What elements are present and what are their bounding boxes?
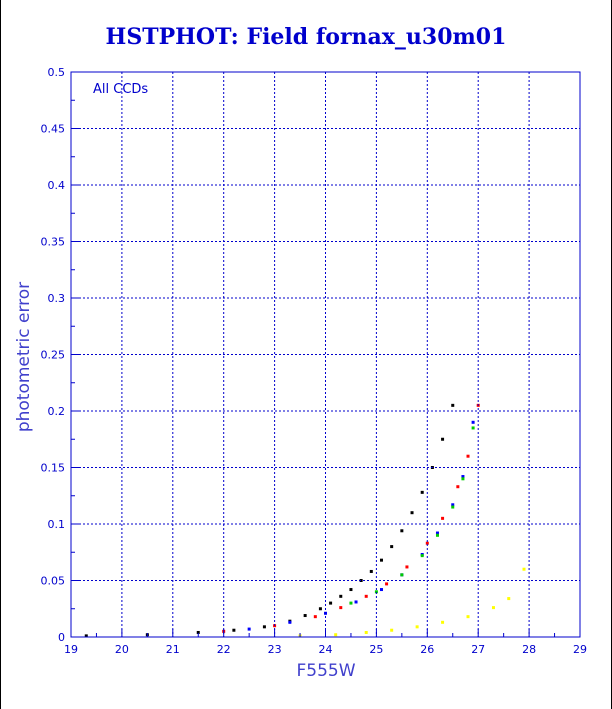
chart-title: HSTPHOT: Field fornax_u30m01 xyxy=(105,24,507,50)
data-point xyxy=(405,565,409,569)
data-point xyxy=(456,485,460,489)
x-tick-label: 28 xyxy=(522,643,536,656)
data-point xyxy=(507,597,511,601)
y-axis-label: photometric error xyxy=(14,282,34,432)
data-point xyxy=(379,588,383,592)
data-point xyxy=(318,607,322,611)
x-tick-label: 22 xyxy=(217,643,231,656)
data-point xyxy=(364,630,368,634)
y-tick-label: 0.45 xyxy=(41,123,66,136)
y-tick-label: 0.35 xyxy=(41,236,66,249)
y-tick-label: 0 xyxy=(58,631,65,644)
data-point xyxy=(435,533,439,537)
data-point xyxy=(461,477,465,481)
x-axis-label: F555W xyxy=(296,661,355,681)
data-point xyxy=(451,403,455,407)
data-point xyxy=(84,634,88,638)
x-tick-label: 26 xyxy=(420,643,434,656)
data-point xyxy=(379,558,383,562)
series-0 xyxy=(84,403,455,638)
data-point xyxy=(339,606,343,610)
y-tick-label: 0.2 xyxy=(48,405,66,418)
data-point xyxy=(369,569,373,573)
data-point xyxy=(425,541,429,545)
x-tick-label: 27 xyxy=(471,643,485,656)
scatter-points xyxy=(84,403,526,638)
data-point xyxy=(441,437,445,441)
data-point xyxy=(364,594,368,598)
series-2 xyxy=(247,420,475,631)
y-axis-ticks: 0 0.05 0.1 0.15 0.2 0.25 0.3 0.35 0.4 0.45 0.5 xyxy=(41,66,79,644)
y-tick-label: 0.4 xyxy=(48,179,66,192)
data-point xyxy=(461,475,465,479)
data-point xyxy=(313,615,317,619)
data-point xyxy=(262,625,266,629)
data-point xyxy=(359,579,363,582)
data-point xyxy=(232,628,236,632)
data-point xyxy=(400,529,404,533)
data-point xyxy=(329,601,333,605)
x-tick-label: 29 xyxy=(573,643,587,656)
data-point xyxy=(466,454,470,458)
y-tick-label: 0.3 xyxy=(48,292,66,305)
annotation-all-ccds: All CCDs xyxy=(93,82,148,97)
x-tick-label: 20 xyxy=(115,643,129,656)
y-tick-label: 0.05 xyxy=(41,575,66,588)
data-point xyxy=(466,615,470,619)
data-point xyxy=(420,490,424,494)
data-point xyxy=(471,426,475,430)
x-axis-ticks: 19 20 21 22 23 24 25 26 27 28 29 xyxy=(64,629,587,656)
data-point xyxy=(471,420,475,424)
data-point xyxy=(247,627,251,631)
data-point xyxy=(390,628,394,632)
data-point xyxy=(410,511,414,515)
y-tick-label: 0.5 xyxy=(48,66,66,79)
x-tick-label: 23 xyxy=(268,643,282,656)
y-tick-label: 0.1 xyxy=(48,518,66,531)
data-point xyxy=(451,503,455,507)
data-point xyxy=(420,554,424,558)
data-point xyxy=(390,545,394,549)
data-point xyxy=(385,582,389,586)
data-point xyxy=(349,588,353,592)
series-4 xyxy=(298,567,526,638)
data-point xyxy=(354,600,358,604)
data-point xyxy=(339,594,343,598)
data-point xyxy=(334,633,338,637)
series-3 xyxy=(349,426,475,605)
x-tick-label: 25 xyxy=(369,643,383,656)
data-point xyxy=(400,573,404,577)
data-point xyxy=(288,620,292,624)
data-point xyxy=(196,630,200,634)
data-point xyxy=(374,590,378,594)
data-point xyxy=(441,516,445,520)
data-point xyxy=(491,606,495,610)
data-point xyxy=(349,601,353,605)
data-point xyxy=(415,625,419,629)
data-point xyxy=(303,614,307,618)
data-point xyxy=(441,620,445,624)
y-tick-label: 0.25 xyxy=(41,349,66,362)
x-tick-label: 19 xyxy=(64,643,78,656)
data-point xyxy=(522,567,526,571)
y-tick-label: 0.15 xyxy=(41,462,66,475)
data-point xyxy=(451,505,455,509)
data-point xyxy=(435,531,439,535)
x-tick-label: 24 xyxy=(319,643,333,656)
x-tick-label: 21 xyxy=(166,643,180,656)
grid xyxy=(71,72,580,637)
